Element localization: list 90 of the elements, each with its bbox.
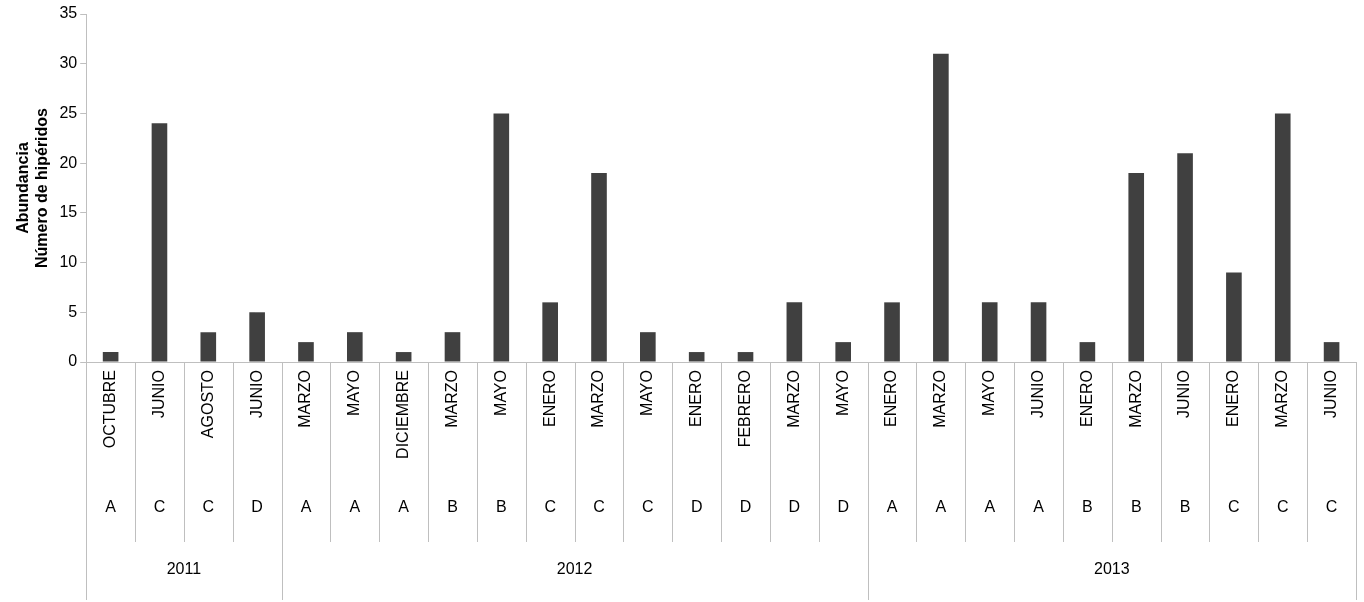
x-tick-label: MAYO (345, 370, 363, 416)
text: C (544, 498, 556, 516)
x-tick-label: MARZO (931, 370, 949, 428)
x-tick-label: MARZO (296, 370, 314, 428)
x-tick-label: MARZO (784, 370, 802, 428)
x-tick-label: MARZO (589, 370, 607, 428)
bar (1128, 173, 1145, 362)
bar (1079, 342, 1096, 362)
x-tick-label: ENERO (540, 370, 558, 427)
bar (395, 352, 412, 362)
bar (737, 352, 754, 362)
text: A (886, 498, 898, 516)
x-tick-label: FEBRERO (735, 370, 753, 448)
bar (542, 302, 558, 362)
x-tick-label: ENERO (1224, 370, 1242, 427)
text: B (1130, 498, 1142, 516)
text: A (349, 498, 361, 516)
bar (933, 53, 949, 362)
bar (151, 123, 168, 362)
text: B (447, 498, 458, 516)
x-tick-label: MARZO (442, 370, 460, 428)
y-axis-title: Abundancia Número de hipéridos (14, 107, 51, 269)
bar (298, 342, 314, 362)
text: 2011 (166, 560, 202, 578)
x-tick-label: MAYO (980, 370, 998, 416)
text: B (495, 498, 507, 516)
bar (347, 332, 363, 362)
text: C (1325, 498, 1338, 516)
bar (640, 332, 656, 362)
x-tick-label: MARZO (1273, 370, 1291, 428)
bar (688, 352, 705, 362)
bar (786, 302, 803, 362)
bar (884, 302, 900, 362)
text: B (1082, 498, 1093, 516)
text: A (935, 498, 947, 516)
x-tick-label: AGOSTO (198, 370, 216, 439)
x-tick-label: JUNIO (1028, 370, 1046, 418)
text: D (690, 498, 703, 516)
y-tick-label: 15 (59, 203, 78, 221)
x-tick-label: ENERO (882, 370, 900, 427)
y-tick-label: 10 (59, 252, 78, 270)
x-tick-label: ENERO (1077, 370, 1095, 427)
x-tick-label: MAYO (638, 370, 656, 416)
bar (102, 352, 119, 362)
text: A (398, 498, 410, 516)
bar (1323, 342, 1340, 362)
text: 2012 (556, 560, 593, 578)
text: A (984, 498, 996, 516)
bar (1177, 153, 1193, 362)
bar (591, 173, 607, 362)
text: C (153, 498, 166, 516)
text: C (1276, 498, 1289, 516)
text: C (642, 498, 654, 516)
text: D (251, 498, 263, 516)
x-tick-label: ENERO (687, 370, 705, 427)
bar (249, 312, 265, 362)
x-tick-label: JUNIO (149, 370, 167, 418)
bar (1030, 302, 1047, 362)
bar (981, 302, 998, 362)
y-tick-label: 35 (59, 4, 78, 22)
bar (835, 342, 852, 362)
bar (200, 332, 217, 362)
text: D (788, 498, 801, 516)
text: A (1033, 498, 1045, 516)
text: C (202, 498, 215, 516)
x-tick-label: MAYO (833, 370, 851, 416)
x-tick-label: JUNIO (247, 370, 265, 418)
text: A (300, 498, 312, 516)
bar (1274, 113, 1291, 362)
bar (444, 332, 461, 362)
x-tick-label: JUNIO (1175, 370, 1193, 418)
x-tick-label: MARZO (1126, 370, 1144, 428)
text: D (837, 498, 849, 516)
text: C (593, 498, 605, 516)
x-tick-label: MAYO (491, 370, 509, 416)
y-tick-label: 25 (59, 103, 78, 121)
x-tick-label: JUNIO (1321, 370, 1339, 418)
text: 2013 (1094, 560, 1130, 578)
y-tick-label: 5 (68, 302, 78, 320)
y-tick-label: 20 (59, 153, 78, 171)
y-tick-label: 0 (68, 352, 78, 370)
x-tick-label: OCTUBRE (101, 370, 119, 449)
text: A (105, 498, 117, 516)
y-tick-label: 30 (59, 54, 78, 72)
text: C (1228, 498, 1240, 516)
text: D (739, 498, 752, 516)
x-tick-label: DICIEMBRE (394, 370, 412, 459)
bar (493, 113, 510, 362)
bar (1226, 272, 1242, 362)
text: B (1179, 498, 1191, 516)
